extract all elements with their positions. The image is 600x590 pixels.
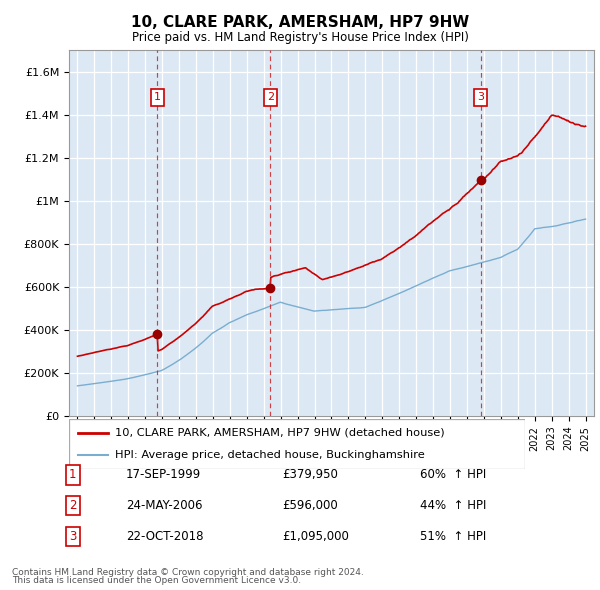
Text: 3: 3 <box>69 530 76 543</box>
Text: £596,000: £596,000 <box>282 499 338 512</box>
Text: 2: 2 <box>69 499 77 512</box>
Text: 17-SEP-1999: 17-SEP-1999 <box>126 468 201 481</box>
Text: 51%  ↑ HPI: 51% ↑ HPI <box>420 530 486 543</box>
Text: 3: 3 <box>477 93 484 103</box>
Text: 22-OCT-2018: 22-OCT-2018 <box>126 530 203 543</box>
Text: 1: 1 <box>69 468 77 481</box>
Text: Price paid vs. HM Land Registry's House Price Index (HPI): Price paid vs. HM Land Registry's House … <box>131 31 469 44</box>
Text: £379,950: £379,950 <box>282 468 338 481</box>
Text: This data is licensed under the Open Government Licence v3.0.: This data is licensed under the Open Gov… <box>12 576 301 585</box>
Text: 60%  ↑ HPI: 60% ↑ HPI <box>420 468 486 481</box>
Text: 10, CLARE PARK, AMERSHAM, HP7 9HW: 10, CLARE PARK, AMERSHAM, HP7 9HW <box>131 15 469 30</box>
Text: 44%  ↑ HPI: 44% ↑ HPI <box>420 499 487 512</box>
Text: 10, CLARE PARK, AMERSHAM, HP7 9HW (detached house): 10, CLARE PARK, AMERSHAM, HP7 9HW (detac… <box>115 428 444 438</box>
Text: 2: 2 <box>267 93 274 103</box>
Text: 1: 1 <box>154 93 161 103</box>
FancyBboxPatch shape <box>69 419 525 469</box>
Text: HPI: Average price, detached house, Buckinghamshire: HPI: Average price, detached house, Buck… <box>115 450 424 460</box>
Text: Contains HM Land Registry data © Crown copyright and database right 2024.: Contains HM Land Registry data © Crown c… <box>12 568 364 577</box>
Text: 24-MAY-2006: 24-MAY-2006 <box>126 499 203 512</box>
Text: £1,095,000: £1,095,000 <box>282 530 349 543</box>
